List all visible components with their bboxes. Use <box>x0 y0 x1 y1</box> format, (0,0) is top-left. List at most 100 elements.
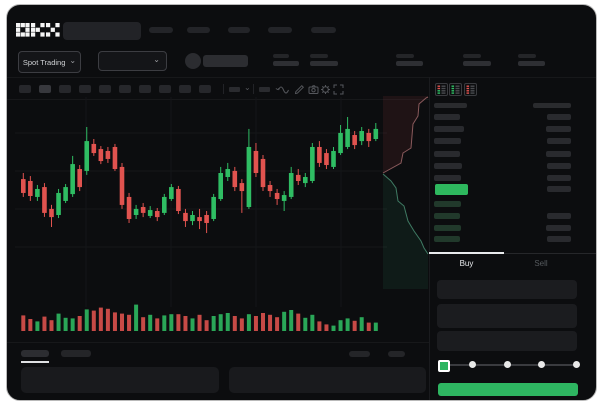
book-asks-icon[interactable] <box>464 83 477 96</box>
candle-body <box>169 187 174 200</box>
bottom-bar-action[interactable] <box>388 351 405 357</box>
ask-row[interactable] <box>429 175 578 183</box>
volume-bar <box>127 314 132 331</box>
volume-bar <box>197 314 202 331</box>
ask-row[interactable] <box>429 126 578 134</box>
timeframe-button[interactable] <box>99 85 111 93</box>
candle-body <box>246 146 252 208</box>
candle-body <box>310 146 315 181</box>
book-bids-icon[interactable] <box>449 83 462 96</box>
bottom-tab[interactable] <box>21 350 49 357</box>
volume-bar <box>338 320 343 331</box>
volume-bar <box>169 314 174 331</box>
timeframe-button[interactable] <box>119 85 131 93</box>
book-col-header-price <box>434 103 467 108</box>
market-type-dropdown[interactable]: Spot Trading ⌄ <box>18 51 81 73</box>
volume-bar <box>373 322 378 331</box>
timeframe-button[interactable] <box>199 85 211 93</box>
candle-body <box>105 150 111 159</box>
candle-type-dropdown[interactable]: ⌄ <box>229 83 255 95</box>
bid-row[interactable] <box>429 201 578 209</box>
gear-icon[interactable] <box>320 84 331 95</box>
buy-tab-underline <box>429 252 504 254</box>
slider-handle[interactable] <box>437 360 450 372</box>
candle-body <box>232 170 238 188</box>
bid-row[interactable] <box>429 224 578 233</box>
nav-item[interactable] <box>311 27 336 33</box>
search-input[interactable] <box>63 22 141 40</box>
timeframe-button[interactable] <box>159 85 171 93</box>
ask-row[interactable] <box>429 150 578 159</box>
pair-dropdown[interactable]: ⌄ <box>98 51 167 71</box>
chevron-down-icon: ⌄ <box>244 83 251 92</box>
pencil-icon[interactable] <box>294 84 305 95</box>
bottom-tab[interactable] <box>61 350 91 357</box>
candle-body <box>84 141 90 171</box>
indicator-dropdown[interactable]: ⌄ <box>259 83 285 95</box>
nav-item[interactable] <box>149 27 173 33</box>
volume-bar <box>359 317 364 331</box>
bid-row[interactable] <box>429 236 578 244</box>
tab-buy[interactable]: Buy <box>459 259 474 268</box>
volume-bar <box>98 307 103 331</box>
okx-logo-icon[interactable] <box>16 23 60 38</box>
nav-item[interactable] <box>228 27 250 33</box>
slider-stop-dot[interactable] <box>572 361 580 368</box>
volume-bar <box>253 316 258 331</box>
candle-body <box>162 196 167 213</box>
slider-stop-dot[interactable] <box>469 361 476 368</box>
timeframe-button[interactable] <box>139 85 151 93</box>
nav-item[interactable] <box>187 27 210 33</box>
buy-submit-button[interactable] <box>438 383 578 396</box>
slider-stop-dot[interactable] <box>538 361 545 368</box>
ask-row[interactable] <box>429 162 578 171</box>
candle-body <box>295 174 301 181</box>
timeframe-button[interactable] <box>179 85 191 93</box>
volume-bar <box>21 315 26 331</box>
market-type-label: Spot Trading <box>22 57 66 67</box>
volume-bar <box>155 318 160 331</box>
expand-icon[interactable] <box>333 84 344 95</box>
candle-body <box>133 208 139 215</box>
volume-bar <box>141 317 146 331</box>
candle-body <box>253 150 259 174</box>
volume-bar <box>204 320 209 331</box>
nav-item[interactable] <box>268 27 292 33</box>
toolbar-divider <box>253 84 254 94</box>
timeframe-button[interactable] <box>39 85 51 93</box>
pair-name-placeholder <box>203 55 248 67</box>
coin-icon <box>185 53 201 69</box>
last-price-badge[interactable] <box>435 184 468 195</box>
candle-body <box>176 188 181 212</box>
slider-stop-dot[interactable] <box>503 361 511 368</box>
candle-body <box>288 173 294 197</box>
dropdown-label-placeholder <box>229 87 240 92</box>
ask-amount-placeholder <box>546 150 571 157</box>
candle-body <box>366 132 372 142</box>
volume-bar <box>366 322 371 331</box>
ask-row[interactable] <box>429 114 578 122</box>
volume-bar <box>35 321 40 331</box>
camera-icon[interactable] <box>308 84 319 95</box>
candle-body <box>267 184 273 192</box>
candle-body <box>373 128 379 139</box>
bid-amount-placeholder <box>547 212 571 219</box>
candle-body <box>281 195 287 201</box>
amount-input[interactable] <box>437 304 577 328</box>
book-both-icon[interactable] <box>435 83 448 96</box>
tab-sell[interactable]: Sell <box>534 259 548 268</box>
volume-bar <box>246 314 251 331</box>
ask-row[interactable] <box>429 138 578 146</box>
bid-row[interactable] <box>429 212 578 221</box>
timeframe-button[interactable] <box>59 85 71 93</box>
volume-bar <box>331 325 336 331</box>
candlestick-chart[interactable] <box>15 97 387 345</box>
total-input[interactable] <box>437 331 577 351</box>
timeframe-button[interactable] <box>79 85 91 93</box>
timeframe-button[interactable] <box>19 85 31 93</box>
price-input[interactable] <box>437 280 577 299</box>
bottom-bar-action[interactable] <box>349 351 370 357</box>
candle-body <box>190 215 195 222</box>
wave-icon[interactable] <box>278 84 289 95</box>
candle-body <box>112 146 118 170</box>
